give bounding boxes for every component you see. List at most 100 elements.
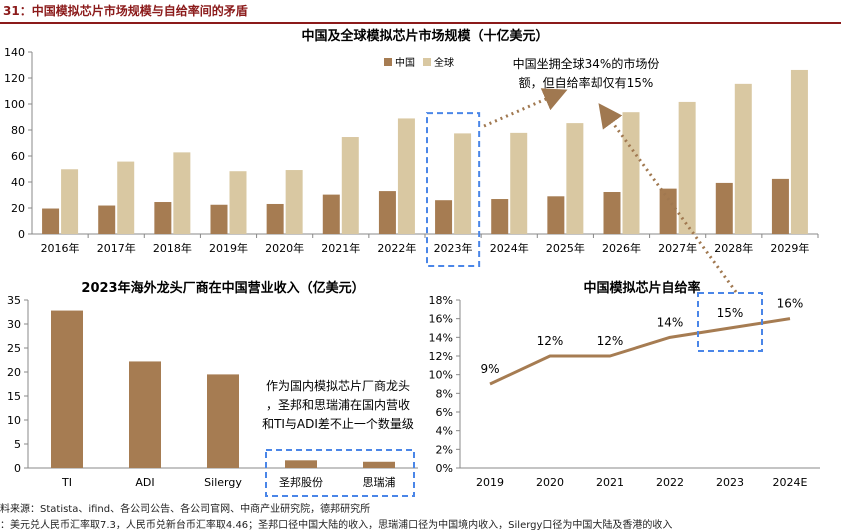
bar-china <box>435 200 453 234</box>
bar-global <box>734 83 752 234</box>
legend-label-china: 中国 <box>395 56 415 69</box>
y-tick-label: 16% <box>429 313 453 326</box>
bar-global <box>510 132 528 234</box>
self-sufficiency-chart: 中国模拟芯片自给率 0% 2% 4% 6% 8% 10% 12% 14% 16% 18% 2019 20… <box>429 280 820 489</box>
bar-global <box>229 171 247 234</box>
bar-revenue <box>51 310 83 468</box>
bar-revenue <box>363 461 395 468</box>
bar-china <box>603 192 621 234</box>
bar-china <box>491 199 509 234</box>
y-tick-label: 140 <box>4 46 25 59</box>
highlight-box-2023 <box>426 112 481 267</box>
bar-global <box>790 69 808 234</box>
x-tick-label: Silergy <box>204 476 242 489</box>
overseas-revenue-chart: 2023年海外龙头厂商在中国营业收入（亿美元） 0 5 10 15 20 25 30 35 TI A… <box>7 280 418 497</box>
bar-china <box>42 208 60 234</box>
data-label: 9% <box>480 362 499 376</box>
x-tick-label: 2024E <box>773 476 808 489</box>
annotation-text: ，圣邦和思瑞浦在国内营收 <box>266 398 410 412</box>
bar-global <box>454 133 472 234</box>
chart-title: 2023年海外龙头厂商在中国营业收入（亿美元） <box>81 280 364 296</box>
y-tick-label: 15 <box>7 390 21 403</box>
bar-revenue <box>285 460 317 468</box>
data-label: 14% <box>657 315 684 329</box>
annotation-text: 和TI与ADI差不止一个数量级 <box>262 416 414 431</box>
x-tick-label: 2028年 <box>714 241 753 255</box>
x-tick-label: 2022年 <box>377 241 416 255</box>
bar-china <box>547 196 565 234</box>
x-tick-label: 2023 <box>716 476 744 489</box>
annotation-text: 中国坐拥全球34%的市场份 <box>513 56 660 71</box>
bar-global <box>678 101 696 234</box>
y-tick-label: 6% <box>436 406 453 419</box>
chart-title: 中国模拟芯片自给率 <box>583 280 700 296</box>
market-size-chart: 中国及全球模拟芯片市场规模（十亿美元） 中国 全球 0 20 40 60 80 100 120 14… <box>4 28 819 267</box>
data-label: 12% <box>537 334 564 348</box>
page-header: 31：中国模拟芯片市场规模与自给率间的矛盾 <box>0 0 841 24</box>
bar-global <box>622 112 640 234</box>
y-tick-label: 40 <box>11 176 25 189</box>
y-tick-label: 0 <box>18 228 25 241</box>
bar-global <box>173 152 191 234</box>
legend-label-global: 全球 <box>434 56 454 69</box>
bar-global <box>341 137 359 234</box>
bar-china <box>715 182 733 234</box>
y-tick-label: 0 <box>14 462 21 475</box>
page-title: 31：中国模拟芯片市场规模与自给率间的矛盾 <box>3 4 248 18</box>
x-tick-label: ADI <box>135 476 154 489</box>
y-tick-label: 12% <box>429 350 453 363</box>
bar-global <box>397 118 415 234</box>
annotation-text: 额，但自给率却仅有15% <box>519 75 654 90</box>
y-tick-label: 10% <box>429 369 453 382</box>
footnote: ：美元兑人民币汇率取7.3，人民币兑新台币汇率取4.46；圣邦口径中国大陆的收入… <box>0 520 673 531</box>
bar-global <box>285 170 303 234</box>
x-tick-label: 2020 <box>536 476 564 489</box>
bar-china <box>659 188 677 234</box>
legend-swatch-global <box>423 58 431 66</box>
y-tick-label: 60 <box>11 150 25 163</box>
y-tick-label: 30 <box>7 318 21 331</box>
y-tick-label: 20 <box>7 366 21 379</box>
x-tick-label: 2019年 <box>209 241 248 255</box>
bar-china <box>322 194 340 234</box>
x-tick-label: 2021年 <box>321 241 360 255</box>
y-tick-label: 120 <box>4 72 25 85</box>
annotation-text: 作为国内模拟芯片厂商龙头 <box>266 378 410 393</box>
y-tick-label: 18% <box>429 294 453 307</box>
x-tick-label: 2029年 <box>770 241 809 255</box>
bar-china <box>266 203 284 234</box>
data-label: 15% <box>717 306 744 320</box>
y-tick-label: 14% <box>429 331 453 344</box>
x-tick-label: 圣邦股份 <box>279 476 323 489</box>
x-tick-label: 2023年 <box>434 241 473 255</box>
x-tick-label: 2017年 <box>97 241 136 255</box>
bar-china <box>154 202 172 234</box>
bar-revenue <box>129 361 161 468</box>
bar-china <box>771 178 789 234</box>
bar-revenue <box>207 374 239 468</box>
x-tick-label: 2021 <box>596 476 624 489</box>
x-tick-label: 思瑞浦 <box>363 475 396 489</box>
y-tick-label: 35 <box>7 294 21 307</box>
bar-china <box>210 204 228 234</box>
series-line-self-sufficiency <box>489 317 791 386</box>
y-tick-label: 0% <box>436 462 453 475</box>
data-label: 16% <box>777 297 804 311</box>
y-tick-label: 5 <box>14 438 21 451</box>
bar-china <box>98 205 116 234</box>
bar-global <box>117 161 135 234</box>
highlight-box-domestic <box>265 449 415 497</box>
x-tick-label: 2027年 <box>658 241 697 255</box>
x-tick-label: 2024年 <box>490 241 529 255</box>
y-tick-label: 25 <box>7 342 21 355</box>
chart-title: 中国及全球模拟芯片市场规模（十亿美元） <box>301 28 548 44</box>
x-tick-label: 2022 <box>656 476 684 489</box>
data-label: 12% <box>597 334 624 348</box>
y-tick-label: 100 <box>4 98 25 111</box>
x-tick-label: 2016年 <box>41 241 80 255</box>
y-tick-label: 2% <box>436 443 453 456</box>
highlight-box-2023-rate <box>697 292 763 352</box>
x-tick-label: 2018年 <box>153 241 192 255</box>
bar-global <box>61 169 79 234</box>
y-tick-label: 80 <box>11 124 25 137</box>
